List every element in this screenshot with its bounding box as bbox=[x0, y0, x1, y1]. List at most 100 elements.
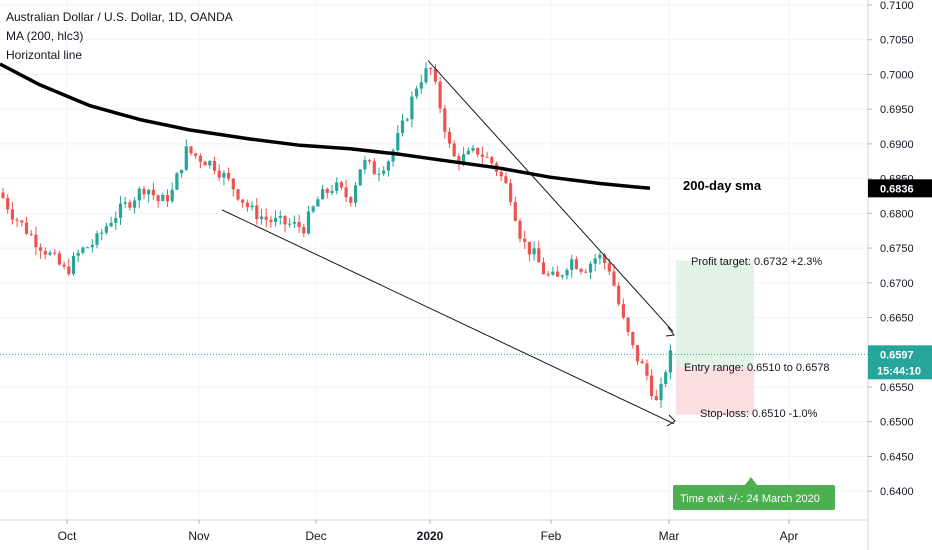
time-tick-label: Apr bbox=[780, 529, 799, 543]
candle-body bbox=[593, 258, 597, 264]
candle-body bbox=[114, 217, 118, 223]
candle-body bbox=[527, 241, 531, 255]
candle-body bbox=[480, 154, 484, 157]
candle-body bbox=[321, 189, 325, 200]
candle-body bbox=[227, 172, 231, 179]
candle-body bbox=[659, 383, 663, 401]
candle-body bbox=[189, 146, 193, 154]
candle-body bbox=[339, 182, 343, 188]
candle-body bbox=[71, 255, 76, 275]
candle-body bbox=[565, 269, 569, 276]
candle-body bbox=[668, 350, 672, 373]
candle-body bbox=[466, 150, 470, 155]
candle-body bbox=[20, 220, 24, 223]
candle-body bbox=[626, 317, 630, 333]
sma-value-badge bbox=[868, 179, 932, 198]
candle-body bbox=[250, 205, 254, 208]
candle-body bbox=[640, 361, 644, 364]
time-tick-label: 2020 bbox=[417, 529, 444, 543]
candle-body bbox=[391, 150, 395, 162]
candle-body bbox=[48, 252, 52, 255]
time-exit-label: Time exit +/-: 24 March 2020 bbox=[680, 493, 820, 505]
price-tick-label: 0.6800 bbox=[880, 208, 914, 220]
candle-body bbox=[584, 271, 588, 273]
time-exit-pointer bbox=[745, 477, 757, 485]
candle-body bbox=[588, 263, 593, 273]
chart-legend: Australian Dollar / U.S. Dollar, 1D, OAN… bbox=[6, 8, 233, 65]
candle-body bbox=[650, 375, 654, 397]
candle-body bbox=[245, 202, 249, 208]
indicator-label: MA (200, hlc3) bbox=[6, 29, 84, 43]
candle-body bbox=[222, 172, 226, 178]
sma-value-text: 0.6836 bbox=[880, 183, 914, 195]
candle-body bbox=[598, 254, 602, 259]
candle-body bbox=[212, 160, 217, 171]
candle-body bbox=[180, 169, 184, 174]
candle-body bbox=[349, 197, 353, 203]
candle-body bbox=[415, 88, 419, 97]
candle-body bbox=[368, 160, 372, 162]
candle-body bbox=[607, 263, 611, 272]
candle-body bbox=[137, 188, 141, 201]
time-tick-label: Feb bbox=[541, 529, 562, 543]
candle-body bbox=[170, 189, 174, 202]
candle-body bbox=[490, 157, 494, 164]
candle-body bbox=[95, 233, 99, 245]
price-tick-label: 0.6650 bbox=[880, 313, 914, 325]
candle-body bbox=[34, 234, 38, 248]
candle-body bbox=[147, 189, 151, 195]
price-tick-label: 0.6550 bbox=[880, 382, 914, 394]
candle-body bbox=[386, 161, 390, 171]
candle-body bbox=[15, 219, 19, 221]
candle-body bbox=[53, 252, 57, 254]
candle-body bbox=[194, 153, 198, 156]
countdown-text: 15:44:10 bbox=[877, 365, 921, 377]
candle-body bbox=[476, 147, 480, 155]
entry-range-label: Entry range: 0.6510 to 0.6578 bbox=[684, 362, 830, 374]
candle-body bbox=[499, 171, 503, 177]
candle-body bbox=[509, 183, 513, 202]
symbol-title: Australian Dollar / U.S. Dollar, 1D, OAN… bbox=[6, 10, 233, 24]
candle-body bbox=[259, 216, 264, 220]
sma-200-line bbox=[0, 62, 651, 191]
candle-body bbox=[316, 199, 320, 207]
candle-body bbox=[546, 274, 550, 276]
candle-body bbox=[645, 363, 649, 376]
last-price-text: 0.6597 bbox=[880, 349, 914, 361]
time-exit-box bbox=[673, 485, 835, 510]
candle-body bbox=[302, 227, 306, 234]
candle-body bbox=[612, 271, 616, 286]
candle-body bbox=[556, 271, 560, 277]
price-axis-bg bbox=[868, 0, 932, 550]
price-tick-label: 0.7000 bbox=[880, 69, 914, 81]
candle-body bbox=[447, 131, 452, 144]
last-price-badge bbox=[868, 345, 932, 380]
candle-body bbox=[485, 156, 489, 158]
candle-body bbox=[617, 285, 621, 305]
lower-trendline-arrow bbox=[666, 414, 676, 427]
candle-body bbox=[292, 221, 296, 224]
candle-body bbox=[104, 226, 108, 233]
candle-body bbox=[311, 206, 315, 212]
candle-body bbox=[603, 254, 607, 264]
candle-body bbox=[231, 178, 235, 190]
candle-body bbox=[570, 259, 574, 270]
candle-body bbox=[325, 189, 329, 193]
candle-body bbox=[377, 173, 381, 175]
candle-body bbox=[1, 192, 5, 198]
candle-body bbox=[400, 120, 405, 134]
candle-body bbox=[551, 271, 555, 275]
profit-zone bbox=[676, 260, 754, 368]
candle-body bbox=[81, 247, 85, 253]
price-tick-label: 0.6450 bbox=[880, 451, 914, 463]
candle-body bbox=[664, 372, 668, 384]
candle-body bbox=[118, 203, 123, 218]
candle-body bbox=[457, 156, 461, 163]
price-tick-label: 0.6400 bbox=[880, 486, 914, 498]
time-tick-label: Mar bbox=[659, 529, 680, 543]
candle-body bbox=[151, 189, 155, 196]
candle-body bbox=[396, 133, 400, 151]
candle-body bbox=[43, 250, 47, 255]
candle-body bbox=[57, 253, 61, 265]
